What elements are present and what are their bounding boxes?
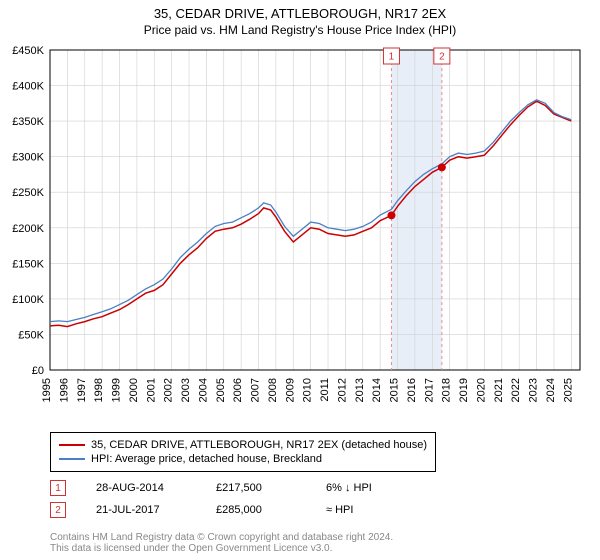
footnote-line: Contains HM Land Registry data © Crown c… [50, 532, 393, 543]
legend-swatch [59, 458, 85, 460]
svg-text:2015: 2015 [389, 378, 401, 402]
svg-text:2001: 2001 [145, 378, 157, 402]
sale-row: 2 21-JUL-2017 £285,000 ≈ HPI [50, 502, 406, 518]
svg-text:£450K: £450K [12, 45, 44, 57]
legend: 35, CEDAR DRIVE, ATTLEBOROUGH, NR17 2EX … [50, 432, 436, 472]
svg-text:£250K: £250K [12, 187, 44, 199]
svg-text:2000: 2000 [128, 378, 140, 402]
svg-text:2004: 2004 [197, 378, 209, 402]
sale-price: £285,000 [216, 504, 296, 516]
svg-text:2014: 2014 [371, 378, 383, 402]
svg-text:£150K: £150K [12, 258, 44, 270]
chart-area: £0 £50K £100K £150K £200K £250K £300K £350K £400… [0, 40, 600, 420]
sale-hpi-delta: 6% ↓ HPI [326, 482, 406, 494]
svg-text:£0: £0 [32, 365, 44, 377]
line-chart: £0 £50K £100K £150K £200K £250K £300K £350K £400… [0, 40, 600, 420]
sales-table: 1 28-AUG-2014 £217,500 6% ↓ HPI 2 21-JUL-2017… [50, 480, 406, 524]
svg-text:2006: 2006 [232, 378, 244, 402]
svg-text:2011: 2011 [319, 378, 331, 402]
svg-text:2009: 2009 [284, 378, 296, 402]
legend-item: 35, CEDAR DRIVE, ATTLEBOROUGH, NR17 2EX … [59, 439, 427, 451]
svg-text:2019: 2019 [458, 378, 470, 402]
svg-text:2021: 2021 [493, 378, 505, 402]
svg-text:2013: 2013 [354, 378, 366, 402]
svg-text:2023: 2023 [528, 378, 540, 402]
svg-text:1996: 1996 [58, 378, 70, 402]
sale-row: 1 28-AUG-2014 £217,500 6% ↓ HPI [50, 480, 406, 496]
svg-text:2024: 2024 [545, 378, 557, 402]
sale-date: 28-AUG-2014 [96, 482, 186, 494]
svg-text:1999: 1999 [111, 378, 123, 402]
svg-text:2018: 2018 [441, 378, 453, 402]
svg-text:1995: 1995 [41, 378, 53, 402]
svg-text:2022: 2022 [510, 378, 522, 402]
legend-label: HPI: Average price, detached house, Brec… [91, 453, 322, 465]
svg-text:£100K: £100K [12, 294, 44, 306]
svg-text:2008: 2008 [267, 378, 279, 402]
svg-text:2020: 2020 [475, 378, 487, 402]
svg-text:1997: 1997 [76, 378, 88, 402]
legend-item: HPI: Average price, detached house, Brec… [59, 453, 427, 465]
svg-text:2025: 2025 [562, 378, 574, 402]
svg-text:2012: 2012 [336, 378, 348, 402]
svg-text:£400K: £400K [12, 81, 44, 93]
sale-number-box: 2 [50, 502, 66, 518]
svg-text:1: 1 [389, 52, 395, 63]
svg-text:2007: 2007 [250, 378, 262, 402]
svg-text:£50K: £50K [18, 329, 44, 341]
svg-text:£200K: £200K [12, 223, 44, 235]
svg-text:2017: 2017 [423, 378, 435, 402]
svg-text:2010: 2010 [302, 378, 314, 402]
page-subtitle: Price paid vs. HM Land Registry's House … [0, 23, 600, 37]
svg-text:2003: 2003 [180, 378, 192, 402]
svg-text:2005: 2005 [215, 378, 227, 402]
footnote-line: This data is licensed under the Open Gov… [50, 543, 393, 554]
legend-label: 35, CEDAR DRIVE, ATTLEBOROUGH, NR17 2EX … [91, 439, 427, 451]
svg-text:1998: 1998 [93, 378, 105, 402]
sale-price: £217,500 [216, 482, 296, 494]
sale-hpi-delta: ≈ HPI [326, 504, 406, 516]
svg-text:2: 2 [439, 52, 445, 63]
svg-text:2002: 2002 [163, 378, 175, 402]
page-title: 35, CEDAR DRIVE, ATTLEBOROUGH, NR17 2EX [0, 6, 600, 21]
sale-date: 21-JUL-2017 [96, 504, 186, 516]
svg-text:£350K: £350K [12, 116, 44, 128]
legend-swatch [59, 444, 85, 446]
sale-number-box: 1 [50, 480, 66, 496]
footnote: Contains HM Land Registry data © Crown c… [50, 532, 393, 554]
svg-text:£300K: £300K [12, 152, 44, 164]
svg-text:2016: 2016 [406, 378, 418, 402]
